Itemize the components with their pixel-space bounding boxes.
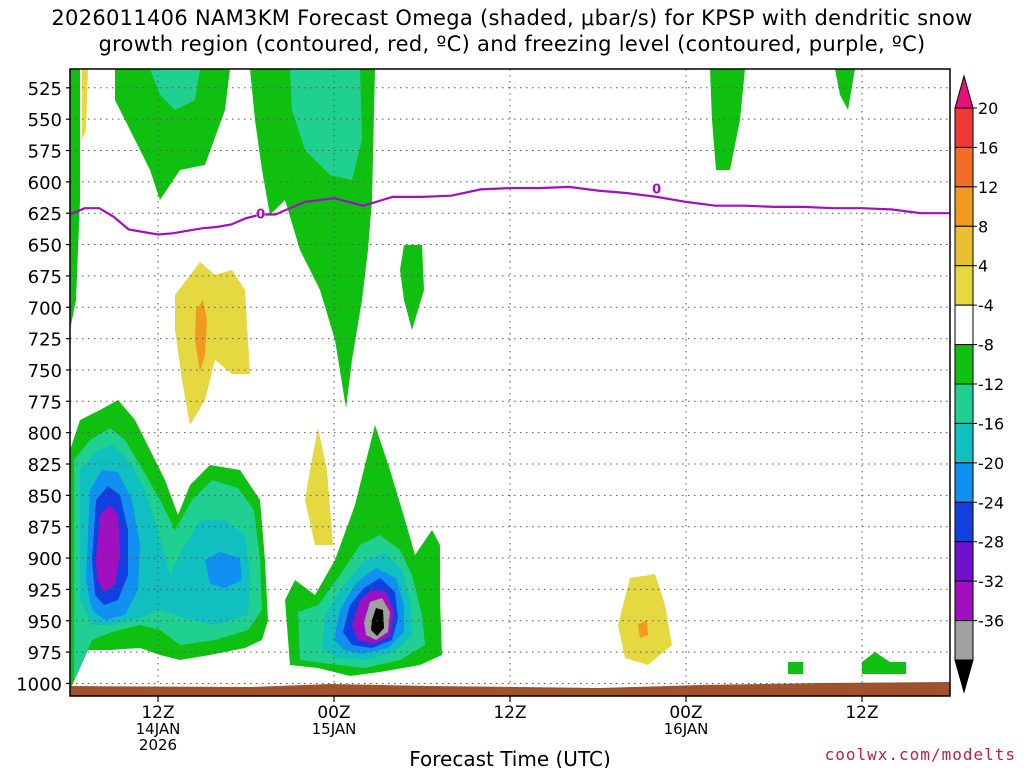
freezing-level-label: 0 (652, 182, 661, 197)
omega-region (400, 245, 424, 330)
omega-region (70, 69, 80, 330)
colorbar-segment (954, 186, 974, 227)
colorbar-label: -24 (978, 493, 1004, 512)
omega-region (205, 552, 242, 588)
colorbar-segment (954, 620, 974, 661)
freezing-level-line (70, 185, 950, 236)
gridlines (70, 69, 950, 696)
y-tick-label: 525 (28, 79, 62, 100)
x-tick-label: 00Z (317, 703, 350, 723)
colorbar-segment (954, 304, 974, 346)
freezing-level-label-bg (256, 206, 265, 220)
ground-surface (70, 682, 950, 696)
y-tick-label: 750 (28, 361, 62, 382)
omega-shading (70, 69, 950, 696)
y-tick-label: 850 (28, 486, 62, 507)
colorbar-label: -8 (978, 336, 994, 355)
site-credit: coolwx.com/modelts (824, 745, 1016, 764)
colorbar-segment (954, 344, 974, 385)
y-tick-label: 1000 (16, 674, 62, 695)
colorbar-segment (954, 462, 974, 503)
y-tick-label: 875 (28, 518, 62, 539)
y-tick-label: 625 (28, 204, 62, 225)
colorbar-label: 12 (978, 178, 998, 197)
y-tick-label: 975 (28, 643, 62, 664)
y-tick-label: 550 (28, 110, 62, 131)
colorbar-label: 16 (978, 138, 998, 157)
y-tick-label: 950 (28, 612, 62, 633)
omega-region (788, 662, 803, 674)
omega-region (638, 620, 648, 638)
y-tick-label: 575 (28, 142, 62, 163)
y-tick-label: 800 (28, 424, 62, 445)
y-tick-label: 600 (28, 173, 62, 194)
colorbar-segment (954, 580, 974, 622)
omega-region (835, 69, 855, 110)
x-tick-label: 12Z (141, 703, 174, 723)
x-tick-label: 14JAN (136, 720, 181, 738)
omega-region (96, 505, 120, 592)
colorbar: 20 16 12 8 4 -4 -8 -12 -16 -20 -24 -28 -32 -36 (954, 74, 1004, 694)
colorbar-label: 4 (978, 257, 988, 276)
colorbar-label: -32 (978, 572, 1004, 591)
colorbar-label: 8 (978, 217, 988, 236)
omega-region (175, 262, 250, 425)
colorbar-label: -4 (978, 296, 994, 315)
x-tick-label: 16JAN (664, 720, 709, 738)
omega-region (862, 652, 906, 674)
y-tick-label: 900 (28, 549, 62, 570)
chart-title-line-1: 2026011406 NAM3KM Forecast Omega (shaded… (51, 6, 973, 30)
omega-region (195, 300, 207, 372)
colorbar-segment (954, 422, 974, 464)
colorbar-label: -12 (978, 375, 1004, 394)
colorbar-segment (954, 265, 974, 306)
colorbar-segment (954, 501, 974, 543)
omega-region (371, 608, 384, 636)
y-tick-label: 650 (28, 236, 62, 257)
y-tick-label: 700 (28, 298, 62, 319)
colorbar-segment (954, 541, 974, 582)
omega-region (82, 69, 88, 140)
x-tick-label: 15JAN (312, 720, 357, 738)
x-tick-label: 00Z (669, 703, 702, 723)
colorbar-bottom-arrow (954, 659, 974, 694)
colorbar-segment (954, 383, 974, 424)
colorbar-label: -16 (978, 414, 1004, 433)
omega-region (305, 428, 333, 545)
colorbar-label: -20 (978, 454, 1004, 473)
chart-title-line-2: growth region (contoured, red, ºC) and f… (98, 32, 926, 56)
y-axis: 525 550 575 600 625 650 675 700 725 750 775 800 825 8… (16, 79, 70, 695)
x-tick-label: 12Z (493, 703, 526, 723)
freezing-level-labels: 00 (256, 181, 661, 222)
omega-region (710, 69, 745, 170)
y-tick-label: 825 (28, 455, 62, 476)
colorbar-segment (954, 107, 974, 148)
freezing-level-label-bg (652, 181, 661, 195)
x-tick-label: 2026 (139, 736, 177, 754)
y-tick-label: 775 (28, 392, 62, 413)
colorbar-top-arrow (954, 74, 974, 109)
y-tick-label: 925 (28, 580, 62, 601)
colorbar-segment (954, 225, 974, 267)
y-tick-label: 675 (28, 267, 62, 288)
colorbar-label: -36 (978, 612, 1004, 631)
y-tick-label: 725 (28, 330, 62, 351)
omega-region (618, 574, 672, 665)
colorbar-label: 20 (978, 99, 998, 118)
colorbar-segment (954, 146, 974, 188)
colorbar-label: -28 (978, 533, 1004, 552)
x-tick-label: 12Z (845, 703, 878, 723)
freezing-level-label: 0 (256, 207, 265, 222)
x-axis-title: Forecast Time (UTC) (409, 747, 611, 768)
omega-region (115, 69, 230, 200)
omega-region (150, 69, 200, 110)
omega-region (290, 69, 362, 180)
